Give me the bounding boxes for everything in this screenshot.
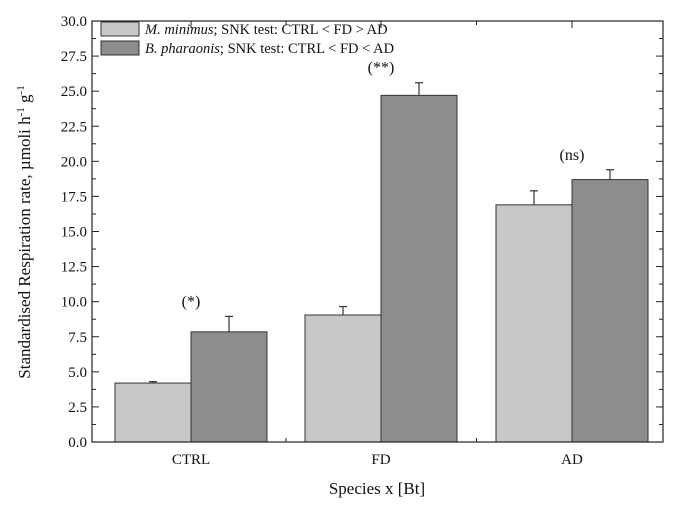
y-tick-label: 12.5 <box>61 260 87 276</box>
significance-annotations: (*) (**) (ns) <box>182 60 585 311</box>
x-tick-label-ad: AD <box>561 452 583 468</box>
y-tick-label: 22.5 <box>61 119 87 135</box>
bar-m-minimus-ctrl <box>114 382 192 443</box>
legend-series-name: M. minimus <box>144 22 214 38</box>
y-axis-title-main: Standardised Respiration rate, µmoli h <box>15 116 34 379</box>
y-axis-title-g: g <box>15 94 34 107</box>
legend-swatch-m-minimus <box>100 21 140 37</box>
significance-label-ad: (ns) <box>560 147 585 164</box>
legend-series-test: ; SNK test: CTRL < FD > AD <box>213 22 387 38</box>
x-tick-label-fd: FD <box>371 452 390 468</box>
y-tick-label: 7.5 <box>68 330 87 346</box>
y-tick-label: 17.5 <box>61 189 87 205</box>
error-bars <box>149 82 614 384</box>
legend: M. minimus; SNK test: CTRL < FD > AD B. … <box>100 21 394 57</box>
y-tick-label: 30.0 <box>61 14 87 30</box>
plot-frame <box>91 20 664 443</box>
bar-b-pharaonis-fd <box>380 94 458 443</box>
bar-b-pharaonis-ad <box>571 179 649 443</box>
bar-m-minimus-fd <box>304 314 382 443</box>
legend-swatch-b-pharaonis <box>100 40 140 56</box>
y-tick-label: 2.5 <box>68 400 87 416</box>
significance-label-fd: (**) <box>368 60 395 77</box>
legend-label-m-minimus: M. minimus; SNK test: CTRL < FD > AD <box>144 22 388 38</box>
legend-label-b-pharaonis: B. pharaonis; SNK test: CTRL < FD < AD <box>145 41 394 57</box>
legend-series-test: ; SNK test: CTRL < FD < AD <box>220 41 394 57</box>
y-tick-label: 10.0 <box>61 295 87 311</box>
y-axis-title: Standardised Respiration rate, µmoli h-1… <box>15 85 34 378</box>
y-axis-title-sup2: -1 <box>15 85 27 94</box>
y-tick-label: 5.0 <box>68 365 87 381</box>
x-tick-label-ctrl: CTRL <box>172 452 210 468</box>
tick-labels: 0.0 2.5 5.0 7.5 10.0 12.5 15.0 17.5 20.0 22.5 25.0… <box>61 14 583 468</box>
x-axis-title: Species x [Bt] <box>329 479 425 498</box>
y-tick-label: 0.0 <box>68 435 87 451</box>
y-tick-label: 20.0 <box>61 154 87 170</box>
significance-label-ctrl: (*) <box>182 293 201 310</box>
y-tick-label: 25.0 <box>61 84 87 100</box>
legend-series-name: B. pharaonis <box>145 41 220 57</box>
y-axis-title-sup1: -1 <box>15 107 27 116</box>
bar-b-pharaonis-ctrl <box>190 331 268 443</box>
bars <box>114 94 649 443</box>
y-tick-label: 27.5 <box>61 49 87 65</box>
y-tick-label: 15.0 <box>61 225 87 241</box>
bar-m-minimus-ad <box>495 204 573 443</box>
